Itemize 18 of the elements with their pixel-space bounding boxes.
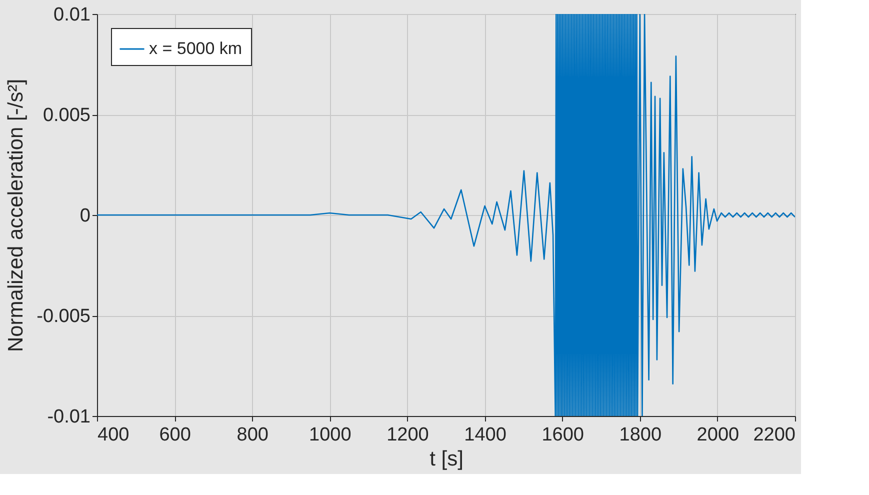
x-tick-label: 800 [236,424,268,446]
legend-label: x = 5000 km [149,39,242,58]
x-tick-label: 400 [98,424,130,446]
y-tick-label: 0.01 [54,4,90,26]
x-tick-label: 1400 [464,424,506,446]
x-tick-label: 1200 [386,424,429,446]
y-tick-label: -0.01 [47,406,90,428]
x-tick-label: 1000 [309,424,352,446]
y-tick-label: 0 [80,206,90,226]
x-tick-label: 600 [159,424,191,446]
x-axis-title: t [s] [430,448,464,470]
x-tick-label: 2200 [753,424,796,446]
y-tick-label: -0.005 [36,306,90,327]
y-tick-label: 0.005 [42,105,90,126]
x-tick-label: 2000 [696,424,740,446]
y-axis-title: Normalized acceleration [-/s²] [4,78,28,352]
x-tick-label: 1600 [542,424,584,446]
x-tick-label: 1800 [619,424,662,446]
